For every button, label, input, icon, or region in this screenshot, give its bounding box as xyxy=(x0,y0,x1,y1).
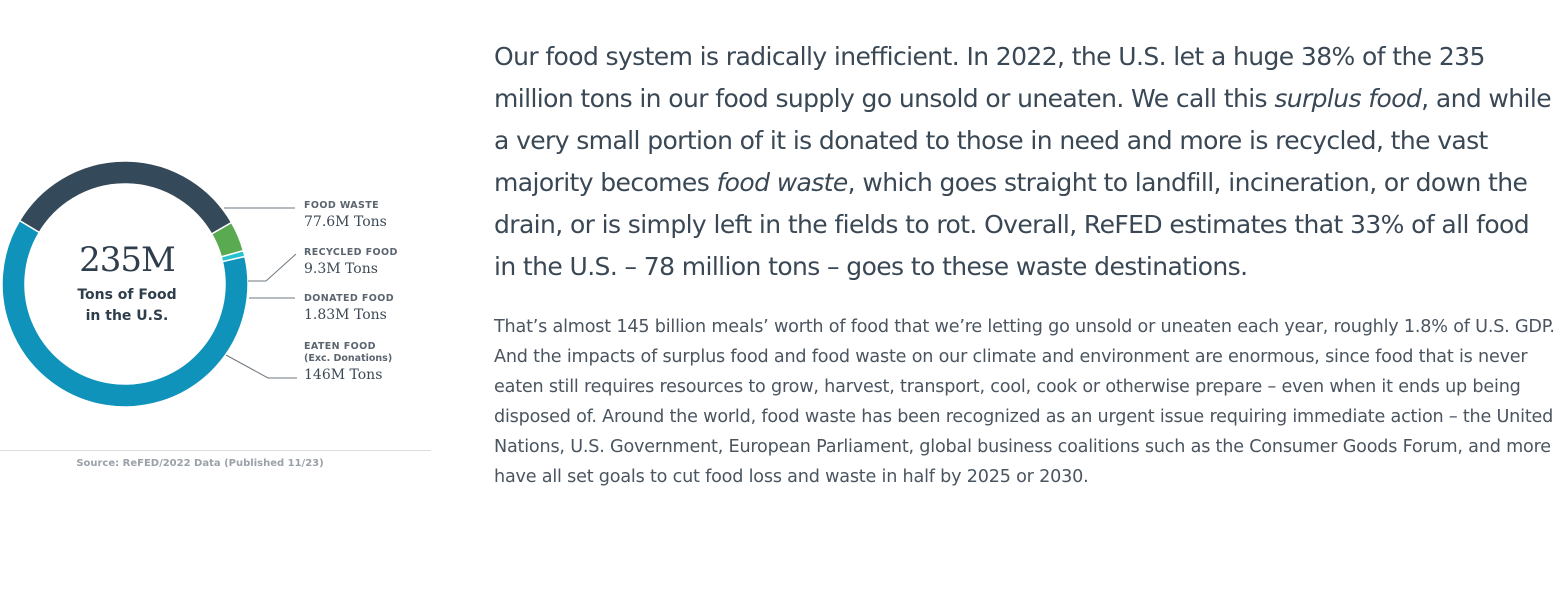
legend-value: 146M Tons xyxy=(304,367,383,383)
legend-item-recycled-food: RECYCLED FOOD 9.3M Tons xyxy=(304,247,424,278)
legend-item-donated-food: DONATED FOOD 1.83M Tons xyxy=(304,293,424,324)
legend-name: DONATED FOOD xyxy=(304,293,395,304)
legend-value: 1.83M Tons xyxy=(304,307,387,323)
total-label: Tons of Food in the U.S. xyxy=(30,285,224,327)
text-column: Our food system is radically inefficient… xyxy=(494,36,1556,492)
donut-slice-food-waste xyxy=(18,160,233,236)
legend-value: 77.6M Tons xyxy=(304,214,387,230)
divider xyxy=(0,450,431,451)
legend-value: 9.3M Tons xyxy=(304,261,378,277)
legend-item-eaten-food: EATEN FOOD (Exc. Donations) 146M Tons xyxy=(304,341,424,384)
legend-name: EATEN FOOD xyxy=(304,341,376,352)
lead-paragraph: Our food system is radically inefficient… xyxy=(494,36,1556,288)
donut-chart xyxy=(1,160,297,408)
source-note: Source: ReFED/2022 Data (Published 11/23… xyxy=(76,458,324,469)
legend-name: FOOD WASTE xyxy=(304,200,380,211)
body-paragraph: That’s almost 145 billion meals’ worth o… xyxy=(494,317,1555,487)
total-value: 235M xyxy=(79,240,176,280)
legend-name: RECYCLED FOOD xyxy=(304,247,398,258)
total-label-line-1: Tons of Food xyxy=(77,287,177,303)
lead-text-3: , which goes straight to landfill, incin… xyxy=(494,168,1530,281)
leader-line-eaten-food xyxy=(225,354,297,379)
legend-item-food-waste: FOOD WASTE 77.6M Tons xyxy=(304,200,424,231)
lead-text-2: , and while a very small portion of it i… xyxy=(494,84,1552,197)
total-label-line-2: in the U.S. xyxy=(85,308,169,324)
leader-line-recycled-food xyxy=(248,253,297,282)
donut-slice-eaten-food xyxy=(1,219,249,408)
lead-emphasis-surplus-food: surplus food xyxy=(1274,84,1422,113)
lead-text-1: Our food system is radically inefficient… xyxy=(494,42,1485,113)
lead-emphasis-food-waste: food waste xyxy=(716,168,848,197)
chart-panel: 235M Tons of Food in the U.S. FOOD WASTE… xyxy=(0,0,432,596)
legend-note: (Exc. Donations) xyxy=(304,353,393,364)
